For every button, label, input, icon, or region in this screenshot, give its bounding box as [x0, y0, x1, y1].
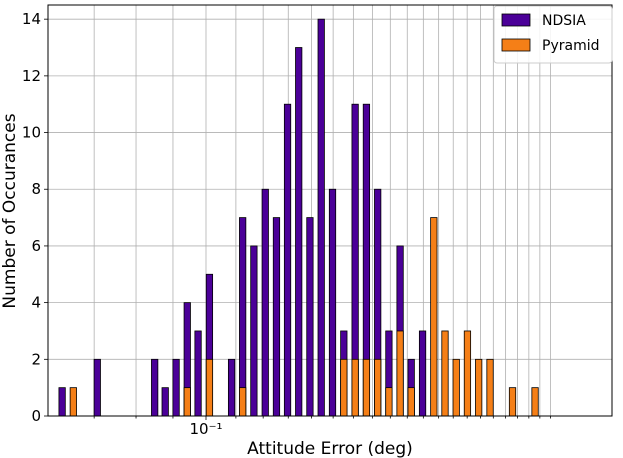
bar-pyramid	[396, 330, 404, 417]
plot-frame	[47, 4, 613, 417]
bar-ndsia	[306, 217, 314, 417]
y-tick-label: 6	[31, 237, 41, 255]
bar-ndsia	[295, 47, 303, 417]
y-tick-label: 8	[31, 180, 41, 198]
bar-pyramid	[69, 387, 77, 417]
bar-pyramid	[374, 358, 382, 417]
y-tick-label: 2	[31, 350, 41, 368]
y-tick-label: 14	[22, 10, 41, 28]
bar-pyramid	[441, 330, 449, 417]
legend-swatch-ndsia	[501, 13, 531, 27]
bar-pyramid	[463, 330, 472, 417]
bar-ndsia	[272, 217, 281, 417]
bar-pyramid	[430, 217, 438, 417]
bar-ndsia	[58, 387, 66, 417]
bar-pyramid	[205, 358, 214, 417]
bar-pyramid	[362, 358, 371, 417]
bar-ndsia	[172, 358, 180, 417]
x-tick-label: 10⁻¹	[189, 420, 222, 438]
bar-ndsia	[239, 217, 247, 417]
bar-ndsia	[227, 358, 236, 417]
x-ticks: 10⁻¹	[93, 416, 551, 438]
legend-swatch-pyramid	[501, 38, 531, 52]
bar-ndsia	[194, 330, 202, 417]
y-axis-label: Number of Occurances	[0, 113, 20, 308]
bar-pyramid	[452, 358, 460, 417]
y-tick-label: 12	[22, 67, 41, 85]
y-ticks: 0 2 4 6 8 10 12 14	[22, 10, 48, 425]
bar-ndsia	[317, 18, 325, 417]
bar-ndsia	[151, 358, 159, 417]
bar-ndsia	[250, 245, 258, 417]
bar-pyramid	[475, 358, 483, 417]
bar-ndsia	[283, 103, 292, 417]
legend: NDSIA Pyramid	[493, 5, 613, 64]
bar-ndsia	[93, 358, 101, 417]
bar-ndsia	[161, 387, 169, 417]
y-tick-label: 0	[31, 407, 41, 425]
bar-pyramid	[407, 387, 415, 417]
bar-pyramid	[351, 358, 359, 417]
bar-pyramid	[531, 387, 539, 417]
bar-ndsia	[261, 188, 269, 417]
bar-pyramid	[385, 387, 393, 417]
bar-pyramid	[183, 387, 191, 417]
bar-pyramid	[340, 358, 348, 417]
x-axis-label: Attitude Error (deg)	[247, 439, 413, 458]
bar-ndsia	[328, 188, 337, 417]
bars	[58, 18, 539, 417]
y-tick-label: 4	[31, 294, 41, 312]
legend-label-ndsia: NDSIA	[542, 13, 586, 29]
bar-pyramid	[486, 358, 494, 417]
bar-ndsia	[418, 330, 427, 417]
bar-pyramid	[239, 387, 247, 417]
legend-label-pyramid: Pyramid	[542, 38, 599, 54]
y-tick-label: 10	[22, 124, 41, 142]
bar-pyramid	[508, 387, 517, 417]
